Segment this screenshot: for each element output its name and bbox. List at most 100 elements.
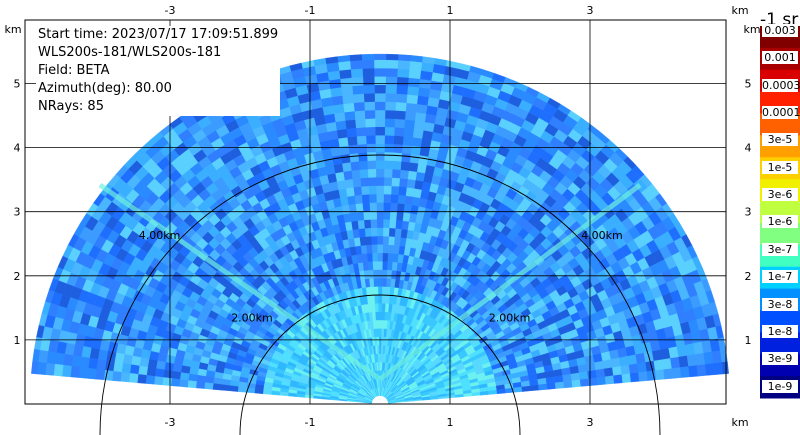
range-gate [401,220,410,231]
range-gate [385,67,398,78]
range-gate [375,176,385,186]
axis-ticks: -3 -3 -1 -1 1 1 3 3 1 1 2 2 3 3 4 4 5 5 km km km km [4,4,760,429]
range-ring-label: 2.00km [489,311,531,324]
range-gate [390,185,400,196]
range-gate [377,261,383,270]
range-gate [382,235,390,245]
range-gate [340,153,351,164]
range-gate [388,227,396,237]
field-label: Field: BETA [38,63,110,78]
range-gate [341,94,354,105]
y-tick-label: 1 [14,334,21,347]
range-gate [392,152,403,162]
range-gate [410,145,421,156]
range-gate [356,135,367,145]
range-gate [204,382,214,390]
range-gate [386,269,392,279]
y-tick-label: 5 [745,77,752,90]
range-gate [164,362,175,372]
range-gate [364,109,376,120]
range-gate [390,269,397,280]
range-ring-label: 4.00km [139,229,181,242]
range-gate [381,277,387,287]
range-gate [365,244,373,254]
range-gate [361,59,375,69]
range-gate [399,169,409,180]
range-gate [333,111,346,123]
x-tick-label: 1 [447,4,454,17]
range-gate [384,109,396,120]
y-tick-label: 4 [14,142,21,155]
range-gate [374,294,379,304]
range-gate [663,367,674,380]
range-rings: 2.00km 2.00km 4.00km 4.00km [99,154,661,435]
range-gate [390,194,399,204]
range-gate [385,84,397,94]
range-gate [387,244,395,254]
colorbar-tick-label: 1e-6 [762,215,798,229]
range-gate [398,177,408,188]
range-gate [679,365,690,378]
range-gate [405,186,415,197]
range-gate [385,92,397,103]
range-gate [385,277,392,288]
range-gate [417,154,429,166]
range-gate [254,388,264,395]
range-gate [364,118,376,128]
range-gate [374,84,386,94]
range-gate [339,77,353,88]
range-gate [378,319,382,329]
range-gate [369,202,377,212]
range-gate [415,103,428,114]
range-gate [162,369,173,379]
range-gate [378,328,382,337]
range-gate [411,136,423,148]
range-gate [346,135,358,146]
range-gate [338,69,352,80]
range-gate [362,210,371,221]
range-gate [96,359,107,371]
range-gate [413,179,424,190]
range-gate [385,294,390,304]
range-gate [405,102,418,113]
range-gate [154,368,165,378]
y-tick-label: 1 [745,334,752,347]
range-gate [373,59,387,69]
range-gate [416,95,429,106]
range-gate [396,76,409,87]
range-gate [36,361,47,375]
range-gate [376,218,384,228]
x-tick-label: 3 [587,4,594,17]
range-gate [713,361,724,375]
range-gate [155,360,166,371]
range-gate [406,94,419,105]
range-gate [121,363,132,374]
range-gate [389,210,398,221]
range-gate [362,202,371,212]
range-gate [721,361,729,375]
colorbar-swatch [760,332,800,355]
range-gate [385,286,391,296]
range-gate [377,303,383,312]
range-gate [95,368,106,381]
range-gate [383,168,393,178]
range-gate [178,379,189,388]
range-gate [392,244,400,255]
range-gate [270,390,281,396]
range-gate [387,252,394,262]
range-gate [394,228,402,238]
range-gate [370,235,378,245]
range-ring [99,154,661,435]
range-gate [373,67,387,77]
range-gate [416,163,427,174]
range-gate [381,311,386,321]
range-ring-label: 4.00km [581,229,623,242]
colorbar-tick-label: 3e-7 [762,242,798,256]
range-gate [381,302,386,312]
range-gate [415,171,426,182]
info-panel: Start time: 2023/07/17 17:09:51.899 WLS2… [36,26,281,116]
range-gate [187,380,197,389]
range-gate [382,227,390,237]
colorbar-tick-label: 3e-6 [762,188,798,202]
range-gate [373,53,387,60]
